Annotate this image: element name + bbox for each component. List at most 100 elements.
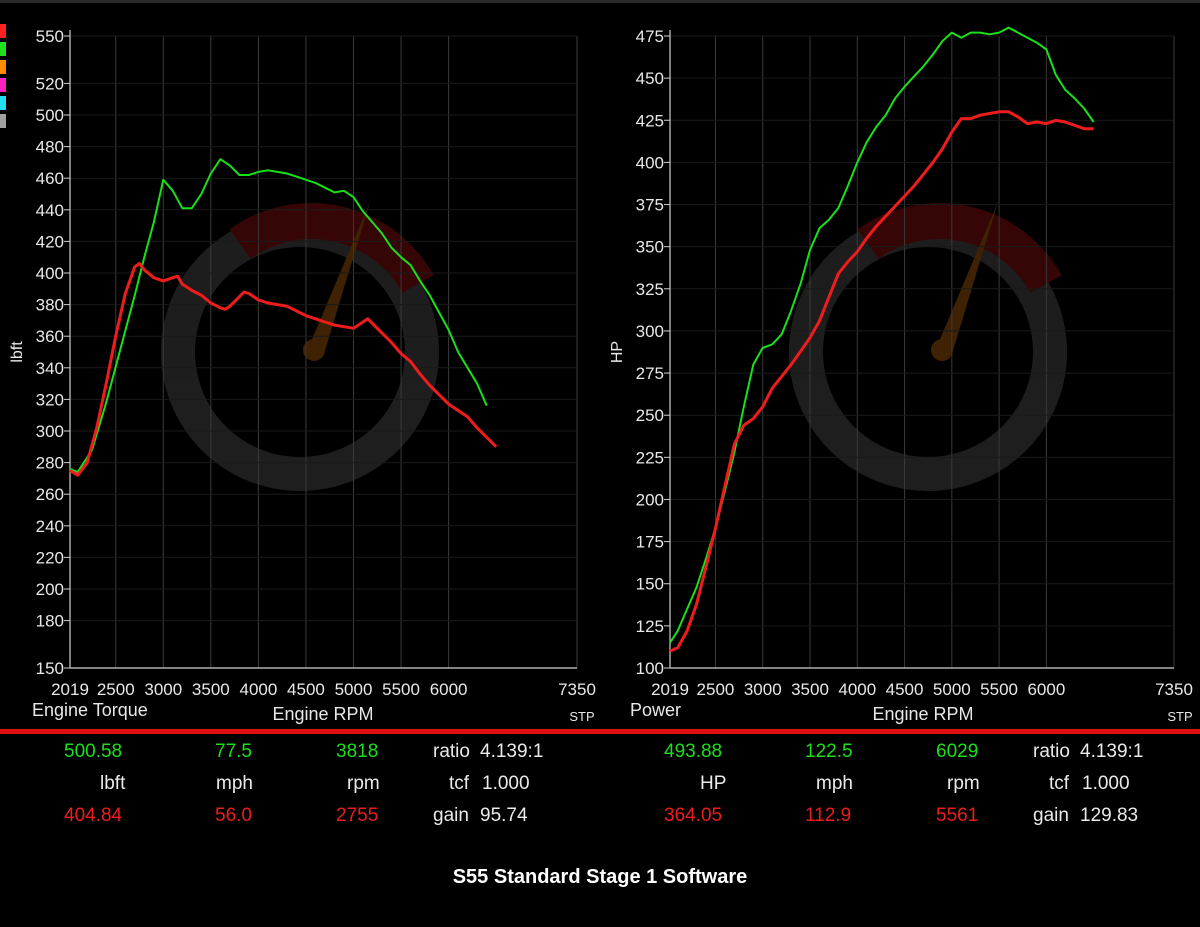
x-tick-label: 5000 (933, 680, 971, 699)
y-tick-label: 220 (36, 548, 64, 567)
y-tick-label: 340 (36, 359, 64, 378)
y-tick-label: 240 (36, 517, 64, 536)
y-tick-label: 200 (636, 490, 664, 509)
x-tick-label: 5500 (382, 680, 420, 699)
torque-green-rpm: 3818 (336, 741, 379, 762)
y-axis-label: lbft (9, 341, 26, 363)
legend-swatch (0, 96, 6, 110)
x-tick-label: 4500 (886, 680, 924, 699)
legend-swatches (0, 24, 6, 132)
y-tick-label: 125 (636, 617, 664, 636)
x-tick-label: 6000 (1027, 680, 1065, 699)
y-tick-label: 175 (636, 533, 664, 552)
torque-tcf-label: tcf (449, 773, 470, 794)
y-tick-label: 475 (636, 27, 664, 46)
y-tick-label: 200 (36, 580, 64, 599)
torque-green-mph: 77.5 (215, 741, 252, 762)
chart-title: Engine Torque (32, 700, 148, 720)
top-border (0, 0, 1200, 3)
x-tick-label: 7350 (1155, 680, 1193, 699)
x-tick-label: 4000 (239, 680, 277, 699)
series-line-red (669, 110, 1094, 653)
watermark-arc (857, 203, 1062, 294)
x-tick-label: 2019 (51, 680, 89, 699)
x-tick-label: 4000 (838, 680, 876, 699)
power-gain-label: gain (1033, 805, 1069, 826)
watermark-logo (789, 202, 1067, 491)
y-tick-label: 250 (636, 406, 664, 425)
torque-unit-lbft: lbft (100, 773, 126, 794)
watermark-needle (310, 202, 370, 354)
y-tick-label: 420 (36, 232, 64, 251)
torque-ratio-label: ratio (433, 741, 470, 762)
legend-swatch (0, 24, 6, 38)
power-tcf-value: 1.000 (1082, 773, 1130, 794)
power-unit-rpm: rpm (947, 773, 980, 794)
chart-title: Power (630, 700, 681, 720)
watermark-hub (931, 339, 953, 361)
y-axis-label: HP (609, 341, 626, 363)
power-red-rpm: 5561 (936, 805, 979, 826)
torque-unit-mph: mph (216, 773, 253, 794)
y-tick-label: 325 (636, 280, 664, 299)
power-ratio-value: 4.139:1 (1080, 741, 1144, 762)
y-tick-label: 380 (36, 296, 64, 315)
y-tick-label: 450 (636, 69, 664, 88)
legend-swatch (0, 60, 6, 74)
y-tick-label: 280 (36, 454, 64, 473)
y-tick-label: 300 (36, 422, 64, 441)
y-tick-label: 400 (636, 153, 664, 172)
x-tick-label: 2500 (697, 680, 735, 699)
series-line-green (69, 158, 488, 474)
power-green-mph: 122.5 (805, 741, 853, 762)
watermark-needle (938, 202, 998, 354)
x-tick-label: 3500 (791, 680, 829, 699)
power-unit-hp: HP (700, 773, 727, 794)
y-tick-label: 360 (36, 327, 64, 346)
stp-label: STP (1167, 709, 1192, 724)
torque-unit-rpm: rpm (347, 773, 380, 794)
y-tick-label: 425 (636, 111, 664, 130)
torque-green-lbft: 500.58 (64, 741, 123, 762)
x-axis-label: Engine RPM (272, 704, 373, 724)
y-tick-label: 350 (636, 238, 664, 257)
legend-swatch (0, 42, 6, 56)
power-unit-mph: mph (816, 773, 853, 794)
chart-torque: 150 180 200 220 240 260 280 300 320 340 360 380 400 4… (9, 27, 596, 724)
power-gain-value: 129.83 (1080, 805, 1139, 826)
power-red-mph: 112.9 (805, 805, 852, 826)
power-green-hp: 493.88 (664, 741, 723, 762)
series-line-red (69, 262, 498, 477)
section-divider (0, 729, 1200, 734)
power-red-hp: 364.05 (664, 805, 723, 826)
y-tick-label: 375 (636, 196, 664, 215)
torque-red-mph: 56.0 (215, 805, 252, 826)
x-tick-label: 3000 (144, 680, 182, 699)
x-tick-label: 2500 (97, 680, 135, 699)
legend-swatch (0, 78, 6, 92)
x-tick-label: 5000 (335, 680, 373, 699)
power-green-rpm: 6029 (936, 741, 979, 762)
y-tick-label: 520 (36, 74, 64, 93)
x-tick-label: 3000 (744, 680, 782, 699)
torque-tcf-value: 1.000 (482, 773, 530, 794)
power-tcf-label: tcf (1049, 773, 1070, 794)
x-tick-label: 2019 (651, 680, 689, 699)
watermark-hub (303, 339, 325, 361)
y-tick-label: 150 (36, 659, 64, 678)
torque-ratio-value: 4.139:1 (480, 741, 544, 762)
series-line-green (669, 26, 1095, 644)
watermark-ring (161, 213, 439, 491)
watermark-ring (789, 213, 1067, 491)
power-ratio-label: ratio (1033, 741, 1070, 762)
y-tick-label: 260 (36, 485, 64, 504)
y-tick-label: 400 (36, 264, 64, 283)
torque-gain-label: gain (433, 805, 469, 826)
x-axis-label: Engine RPM (872, 704, 973, 724)
stp-label: STP (569, 709, 594, 724)
y-tick-label: 550 (36, 27, 64, 46)
x-tick-label: 4500 (287, 680, 325, 699)
y-tick-label: 100 (636, 659, 664, 678)
legend-swatch (0, 114, 6, 128)
